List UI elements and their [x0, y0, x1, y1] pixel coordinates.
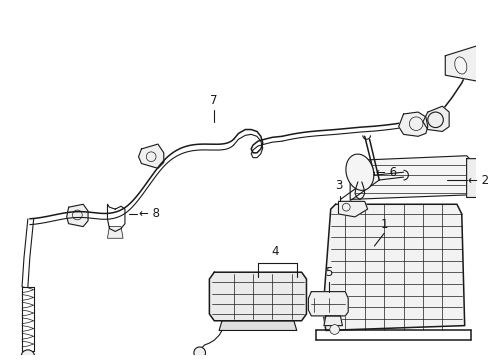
Polygon shape [67, 204, 88, 226]
Polygon shape [107, 226, 123, 238]
Polygon shape [324, 316, 343, 325]
Polygon shape [209, 272, 306, 321]
Text: 3: 3 [335, 179, 342, 192]
Text: 7: 7 [211, 94, 218, 107]
Circle shape [194, 347, 205, 359]
Text: ← 6: ← 6 [376, 166, 397, 179]
Polygon shape [323, 204, 465, 330]
Polygon shape [308, 292, 348, 316]
Polygon shape [445, 46, 486, 81]
Polygon shape [399, 112, 428, 136]
Polygon shape [339, 201, 368, 217]
Polygon shape [139, 144, 164, 168]
Polygon shape [423, 106, 449, 131]
Polygon shape [219, 321, 297, 330]
Text: 4: 4 [271, 245, 279, 258]
Polygon shape [466, 159, 481, 198]
Text: 1: 1 [380, 219, 388, 231]
Text: ← 2: ← 2 [467, 174, 489, 186]
Circle shape [330, 325, 340, 334]
Ellipse shape [346, 154, 374, 190]
Text: 5: 5 [325, 266, 333, 279]
Polygon shape [350, 156, 476, 199]
Text: ← 8: ← 8 [139, 207, 160, 220]
Circle shape [21, 350, 35, 360]
Ellipse shape [455, 57, 467, 74]
